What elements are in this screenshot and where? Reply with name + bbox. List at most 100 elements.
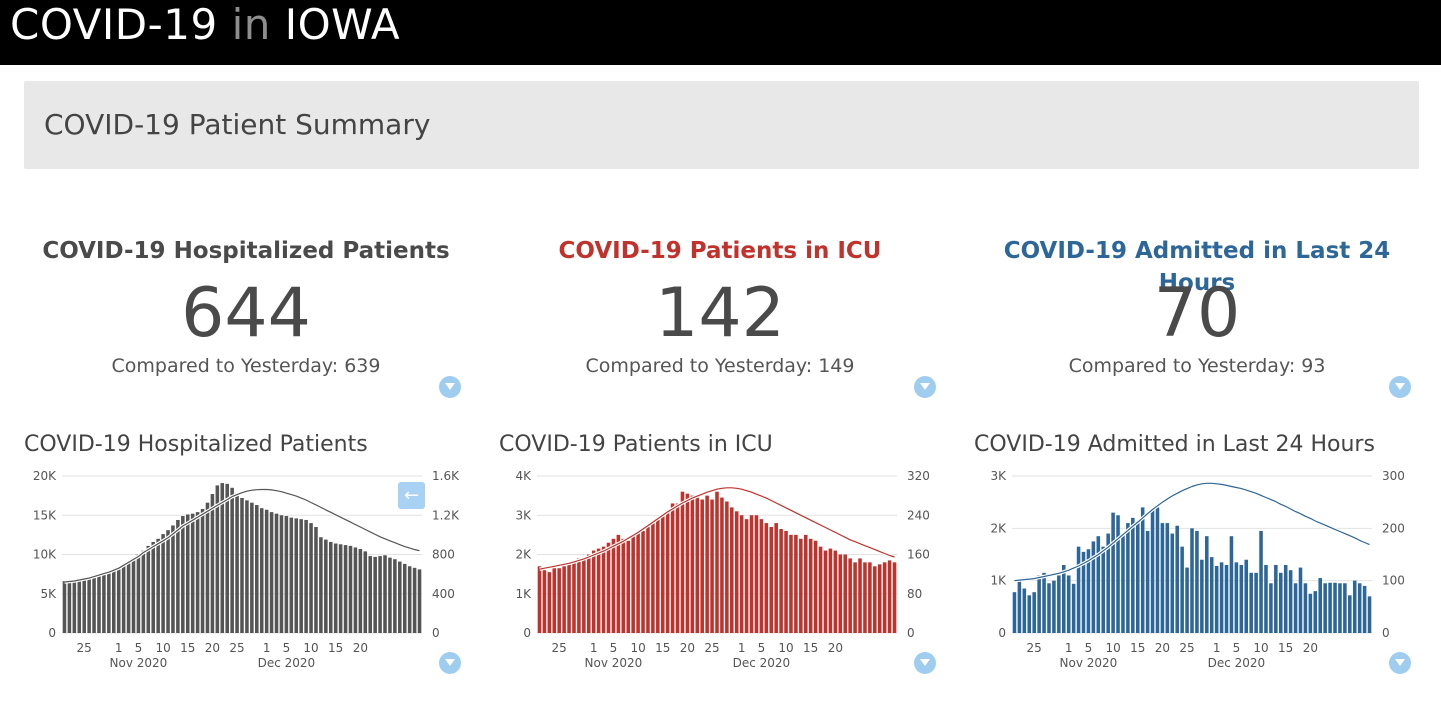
- bar: [417, 569, 422, 633]
- brand-logo[interactable]: COVID-19 in IOWA: [10, 0, 400, 50]
- kpi-compare: Compared to Yesterday: 149: [585, 355, 855, 377]
- y-left-tick-label: 4K: [515, 469, 532, 483]
- bar: [126, 561, 131, 633]
- x-tick-label: 25: [704, 641, 719, 655]
- filter-icon[interactable]: [1389, 376, 1411, 398]
- bar: [205, 502, 210, 633]
- chart-title-icu: COVID-19 Patients in ICU: [499, 432, 773, 457]
- bar: [264, 509, 269, 633]
- bar: [1012, 592, 1017, 633]
- bar: [1027, 595, 1032, 633]
- bar: [1343, 583, 1347, 633]
- x-tick-label: 1: [1213, 641, 1221, 655]
- bar: [803, 534, 808, 633]
- x-tick-label: 10: [155, 641, 170, 655]
- bar: [828, 548, 833, 633]
- bar: [794, 534, 798, 633]
- bar: [141, 550, 146, 633]
- bar: [338, 544, 343, 633]
- bar: [1145, 530, 1150, 633]
- bar: [1180, 546, 1184, 633]
- back-arrow-button[interactable]: ←: [398, 482, 425, 509]
- x-tick-label: 20: [828, 641, 843, 655]
- bar: [343, 545, 348, 633]
- bar: [601, 546, 606, 633]
- x-month-label: Dec 2020: [258, 656, 316, 670]
- bar: [690, 495, 695, 633]
- bar: [72, 579, 77, 633]
- bar: [813, 540, 818, 633]
- bar: [274, 513, 279, 633]
- bar: [1131, 517, 1135, 633]
- bar: [353, 547, 358, 633]
- y-left-tick-label: 5K: [40, 587, 57, 601]
- bar: [225, 483, 229, 633]
- bar: [373, 556, 377, 633]
- y-right-tick-label: 100: [1382, 574, 1405, 588]
- y-left-tick-label: 2K: [515, 548, 532, 562]
- bar: [572, 562, 576, 633]
- bar: [542, 570, 547, 633]
- bar: [161, 534, 165, 633]
- bar: [156, 538, 160, 633]
- bar: [1254, 572, 1258, 633]
- bar: [1269, 583, 1273, 633]
- filter-icon[interactable]: [914, 652, 936, 674]
- bar: [734, 511, 739, 633]
- bar: [284, 516, 289, 633]
- filter-icon[interactable]: [1389, 652, 1411, 674]
- bar: [171, 525, 175, 633]
- bar: [1308, 593, 1313, 633]
- y-right-tick-label: 0: [907, 626, 915, 640]
- filter-icon[interactable]: [914, 376, 936, 398]
- bar: [1135, 523, 1140, 633]
- bar: [656, 519, 660, 633]
- bar: [1367, 596, 1372, 633]
- brand-covid: COVID-19: [10, 0, 218, 49]
- filter-icon[interactable]: [439, 652, 461, 674]
- bar: [552, 568, 557, 633]
- bar: [136, 554, 141, 633]
- bar: [887, 560, 892, 633]
- filter-icon[interactable]: [439, 376, 461, 398]
- x-tick-label: 10: [1105, 641, 1120, 655]
- bar: [641, 530, 645, 633]
- x-tick-label: 10: [1253, 641, 1268, 655]
- bar: [368, 556, 372, 633]
- kpi-hospitalized: COVID-19 Hospitalized Patients 644 Compa…: [11, 235, 481, 377]
- bar: [882, 562, 887, 633]
- bar: [587, 554, 591, 633]
- x-month-label: Dec 2020: [1208, 656, 1266, 670]
- bar: [328, 541, 333, 633]
- bar: [1081, 551, 1086, 633]
- bar: [363, 551, 368, 633]
- x-tick-label: 20: [205, 641, 220, 655]
- bar: [705, 495, 709, 633]
- bar: [1086, 549, 1091, 633]
- summary-header-panel: COVID-19 Patient Summary: [24, 81, 1419, 169]
- series-line: [539, 487, 895, 570]
- bar: [789, 534, 793, 633]
- y-right-tick-label: 0: [432, 626, 440, 640]
- bar: [1190, 528, 1194, 633]
- bar: [176, 519, 180, 633]
- bar: [611, 538, 616, 633]
- bar: [1106, 533, 1110, 633]
- bar: [744, 519, 749, 633]
- bar: [547, 572, 552, 633]
- bar: [378, 556, 382, 633]
- bar: [715, 491, 719, 633]
- bar: [333, 543, 338, 633]
- bar: [675, 503, 680, 633]
- bar: [1352, 580, 1357, 633]
- bar: [402, 563, 407, 633]
- bar: [97, 574, 101, 633]
- top-header-bar: COVID-19 in IOWA: [0, 0, 1441, 65]
- bar: [577, 558, 581, 633]
- chart-title-admitted: COVID-19 Admitted in Last 24 Hours: [974, 432, 1375, 457]
- bar: [200, 508, 205, 633]
- x-tick-label: 15: [1278, 641, 1293, 655]
